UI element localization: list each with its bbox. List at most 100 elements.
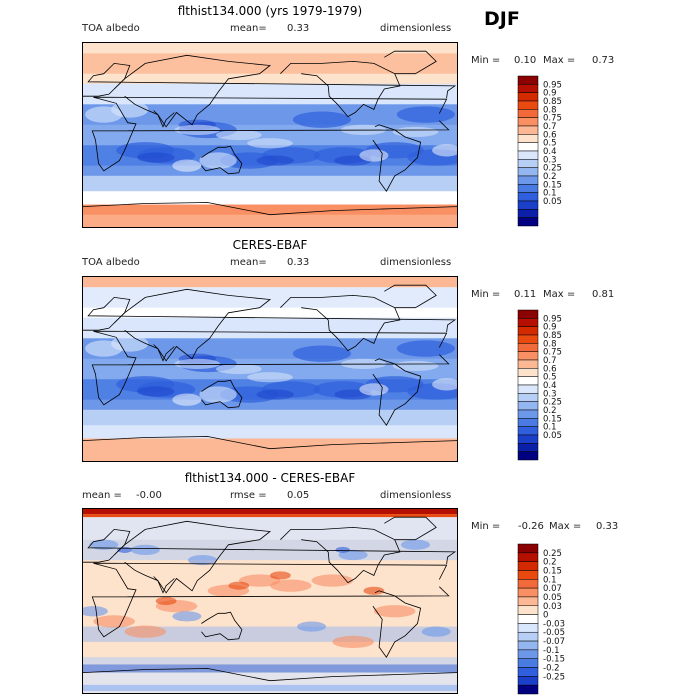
coastline — [384, 50, 437, 75]
colorbar-swatch — [517, 75, 539, 85]
colorbar-tick-label: 0 — [543, 611, 548, 621]
field-patch — [392, 126, 439, 138]
field-patch — [256, 389, 294, 400]
colorbar-tick-label: 0.5 — [543, 139, 557, 149]
field-patch — [111, 101, 149, 118]
colorbar-swatch — [517, 217, 539, 227]
colorbar-swatch — [517, 614, 539, 624]
panel2-variable-label: TOA albedo — [82, 257, 140, 268]
field-patch — [421, 626, 451, 637]
field-patch — [396, 340, 455, 357]
colorbar-tick-label: 0.6 — [543, 130, 557, 140]
colorbar-swatch — [517, 649, 539, 659]
field-patch — [256, 155, 294, 166]
colorbar-tick-label: 0.95 — [543, 314, 562, 324]
colorbar-swatch — [517, 623, 539, 633]
colorbar-tick-label: -0.03 — [543, 619, 565, 629]
colorbar-swatch — [517, 552, 539, 562]
field-band — [83, 517, 457, 540]
field-patch — [238, 574, 281, 587]
coastline — [384, 284, 437, 309]
colorbar-swatch — [517, 684, 539, 695]
colorbar-tick-label: 0.05 — [543, 197, 562, 207]
coastline — [83, 436, 457, 450]
panel2-max-label: Max = — [543, 289, 576, 300]
colorbar-swatch — [517, 125, 539, 135]
colorbar-tick-label: 0.1 — [543, 575, 557, 585]
colorbar-swatch — [517, 351, 539, 361]
colorbar-swatch — [517, 117, 539, 127]
field-patch — [199, 152, 237, 169]
panel3-map-plot — [83, 509, 457, 693]
panel1-variable-label: TOA albedo — [82, 23, 140, 34]
colorbar-swatch — [517, 631, 539, 642]
field-patch — [83, 606, 108, 617]
colorbar-swatch — [517, 401, 539, 411]
colorbar-swatch — [517, 318, 539, 327]
colorbar-tick-label: -0.15 — [543, 655, 565, 665]
colorbar-tick-label: 0.4 — [543, 381, 557, 391]
colorbar-tick-label: 0.25 — [543, 549, 562, 559]
field-patch — [392, 360, 439, 372]
colorbar-tick-label: 0.8 — [543, 339, 557, 349]
colorbar-swatch — [517, 343, 539, 352]
field-patch — [247, 372, 293, 383]
coastline — [83, 668, 457, 682]
field-patch — [137, 386, 175, 397]
coastline — [372, 590, 422, 658]
colorbar-swatch — [517, 334, 539, 344]
colorbar-tick-label: 0.1 — [543, 423, 557, 433]
coastline — [153, 110, 175, 128]
coastline — [91, 96, 450, 172]
colorbar-tick-label: 0.5 — [543, 373, 557, 383]
panel2-max-value: 0.81 — [592, 289, 615, 300]
colorbar-tick-label: 0.3 — [543, 155, 557, 165]
field-band — [83, 287, 457, 308]
field-patch — [228, 581, 250, 590]
panel3-colorbar-svg: 0.250.20.150.10.070.050.030-0.03-0.05-0.… — [517, 543, 565, 695]
colorbar-swatch — [517, 676, 539, 686]
panel3-colorbar: 0.25 0.2 0.15 0.1 0.07 0.05 0.03 0 -0.03 -0.05 -0.… — [517, 543, 578, 695]
field-patch — [432, 378, 457, 391]
panel1-max-label: Max = — [543, 55, 576, 66]
panel3-max-value: 0.33 — [596, 521, 619, 532]
colorbar-tick-label: 0.7 — [543, 122, 557, 132]
field-patch — [363, 586, 385, 595]
colorbar-swatch — [517, 209, 539, 218]
field-band — [83, 43, 457, 54]
field-patch — [93, 615, 135, 628]
colorbar-tick-label: 0.7 — [543, 356, 557, 366]
panel1-units: dimensionless — [380, 23, 452, 34]
colorbar-tick-label: 0.85 — [543, 97, 562, 107]
colorbar-swatch — [517, 134, 539, 143]
field-patch — [174, 124, 221, 135]
panel2-min-label: Min = — [471, 289, 501, 300]
field-patch — [172, 393, 202, 406]
coastline — [83, 202, 457, 216]
coastline — [91, 562, 450, 638]
panel2-map-plot — [83, 277, 457, 461]
colorbar-swatch — [517, 579, 539, 589]
colorbar-swatch — [517, 667, 539, 677]
colorbar-tick-label: 0.15 — [543, 180, 562, 190]
colorbar-tick-label: 0.9 — [543, 323, 557, 333]
panel3-map — [82, 508, 458, 694]
field-patch — [270, 571, 291, 580]
panel3-min-label: Min = — [471, 521, 501, 532]
field-band — [83, 83, 457, 105]
colorbar-tick-label: 0.25 — [543, 164, 562, 174]
coastline — [201, 145, 243, 175]
colorbar-swatch — [517, 309, 539, 319]
coastline — [280, 526, 401, 584]
colorbar-swatch — [517, 359, 539, 369]
colorbar-swatch — [517, 434, 539, 444]
panel1-map — [82, 42, 458, 228]
colorbar-tick-label: 0.2 — [543, 558, 557, 568]
colorbar-swatch — [517, 175, 539, 185]
colorbar-swatch — [517, 167, 539, 177]
panel3-units: dimensionless — [380, 490, 452, 501]
colorbar-tick-label: -0.05 — [543, 628, 565, 638]
panel2-colorbar: 0.95 0.9 0.85 0.8 0.75 0.7 0.6 0.5 0.4 0.3 0.25 0.2… — [517, 309, 578, 462]
panel2-units: dimensionless — [380, 257, 452, 268]
colorbar-tick-label: 0.15 — [543, 414, 562, 424]
